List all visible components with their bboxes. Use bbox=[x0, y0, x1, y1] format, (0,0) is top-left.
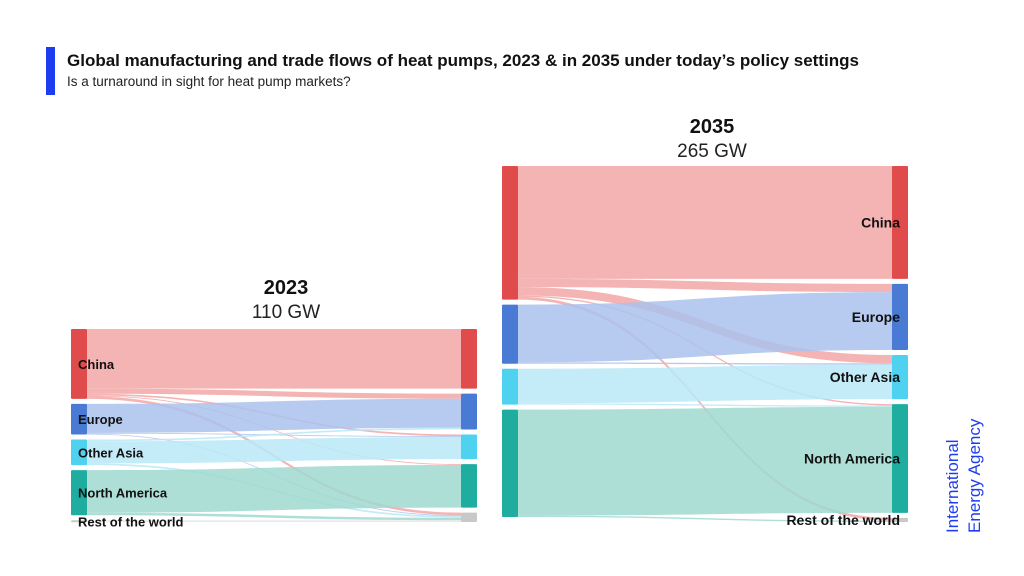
source-node-other-asia bbox=[71, 439, 87, 466]
region-label-north-america: North America bbox=[804, 450, 900, 466]
region-label-china: China bbox=[78, 357, 115, 372]
flow-north-america-to-rest-of-the-world bbox=[518, 515, 892, 522]
region-label-europe: Europe bbox=[852, 309, 900, 325]
target-node-other-asia bbox=[892, 355, 908, 400]
flow-rest-of-the-world-to-rest-of-the-world bbox=[87, 520, 461, 522]
target-node-europe bbox=[461, 393, 477, 430]
region-label-china: China bbox=[861, 214, 900, 230]
flow-other-asia-to-europe bbox=[87, 427, 461, 442]
panel-total-label: 265 GW bbox=[677, 141, 747, 162]
target-node-china bbox=[892, 166, 908, 279]
target-node-china bbox=[461, 329, 477, 389]
iea-logo-line2: Energy Agency bbox=[965, 418, 984, 533]
flow-europe-to-other-asia bbox=[518, 362, 892, 365]
flow-north-america-to-rest-of-the-world bbox=[87, 512, 461, 521]
flow-china-to-china bbox=[87, 329, 461, 389]
title-accent-bar bbox=[46, 47, 55, 95]
panel-year-label: 2023 bbox=[264, 277, 309, 299]
source-node-china bbox=[71, 329, 87, 399]
flow-other-asia-to-other-asia bbox=[87, 437, 461, 464]
flow-other-asia-to-north-america bbox=[518, 403, 892, 407]
flow-europe-to-europe bbox=[518, 292, 892, 363]
target-node-rest-of-the-world bbox=[461, 512, 477, 522]
flow-north-america-to-north-america bbox=[518, 406, 892, 516]
region-label-other-asia: Other Asia bbox=[830, 369, 900, 385]
sankey-panel-2035: China Europe Other Asia North America Rest o… bbox=[502, 116, 908, 528]
panel-total-label: 110 GW bbox=[252, 302, 320, 323]
region-label-europe: Europe bbox=[78, 412, 123, 427]
region-label-other-asia: Other Asia bbox=[78, 445, 144, 460]
source-node-europe bbox=[502, 304, 518, 364]
source-node-china bbox=[502, 166, 518, 300]
region-label-north-america: North America bbox=[78, 486, 168, 501]
chart-subtitle: Is a turnaround in sight for heat pump m… bbox=[67, 74, 351, 89]
iea-logo-line1: International bbox=[943, 439, 962, 533]
source-node-north-america bbox=[502, 409, 518, 517]
iea-logo: International Energy Agency bbox=[943, 418, 984, 533]
target-node-europe bbox=[892, 283, 908, 351]
sankey-panel-2023: China Europe Other Asia North America Rest o… bbox=[71, 277, 477, 529]
chart-title: Global manufacturing and trade flows of … bbox=[67, 51, 859, 70]
flow-europe-to-europe bbox=[87, 398, 461, 433]
flow-china-to-europe bbox=[87, 388, 461, 399]
source-node-europe bbox=[71, 403, 87, 435]
source-node-north-america bbox=[71, 470, 87, 516]
target-node-rest-of-the-world bbox=[892, 517, 908, 522]
target-node-north-america bbox=[892, 404, 908, 513]
source-node-other-asia bbox=[502, 368, 518, 405]
flow-north-america-to-north-america bbox=[87, 465, 461, 513]
flow-china-to-china bbox=[518, 166, 892, 279]
flow-china-to-europe bbox=[518, 278, 892, 293]
region-label-rest-of-the-world: Rest of the world bbox=[78, 514, 184, 529]
target-node-other-asia bbox=[461, 434, 477, 460]
source-node-rest-of-the-world bbox=[71, 520, 87, 523]
panel-year-label: 2035 bbox=[690, 116, 735, 138]
target-node-north-america bbox=[461, 464, 477, 508]
region-label-rest-of-the-world: Rest of the world bbox=[786, 512, 900, 528]
flow-other-asia-to-other-asia bbox=[518, 364, 892, 404]
